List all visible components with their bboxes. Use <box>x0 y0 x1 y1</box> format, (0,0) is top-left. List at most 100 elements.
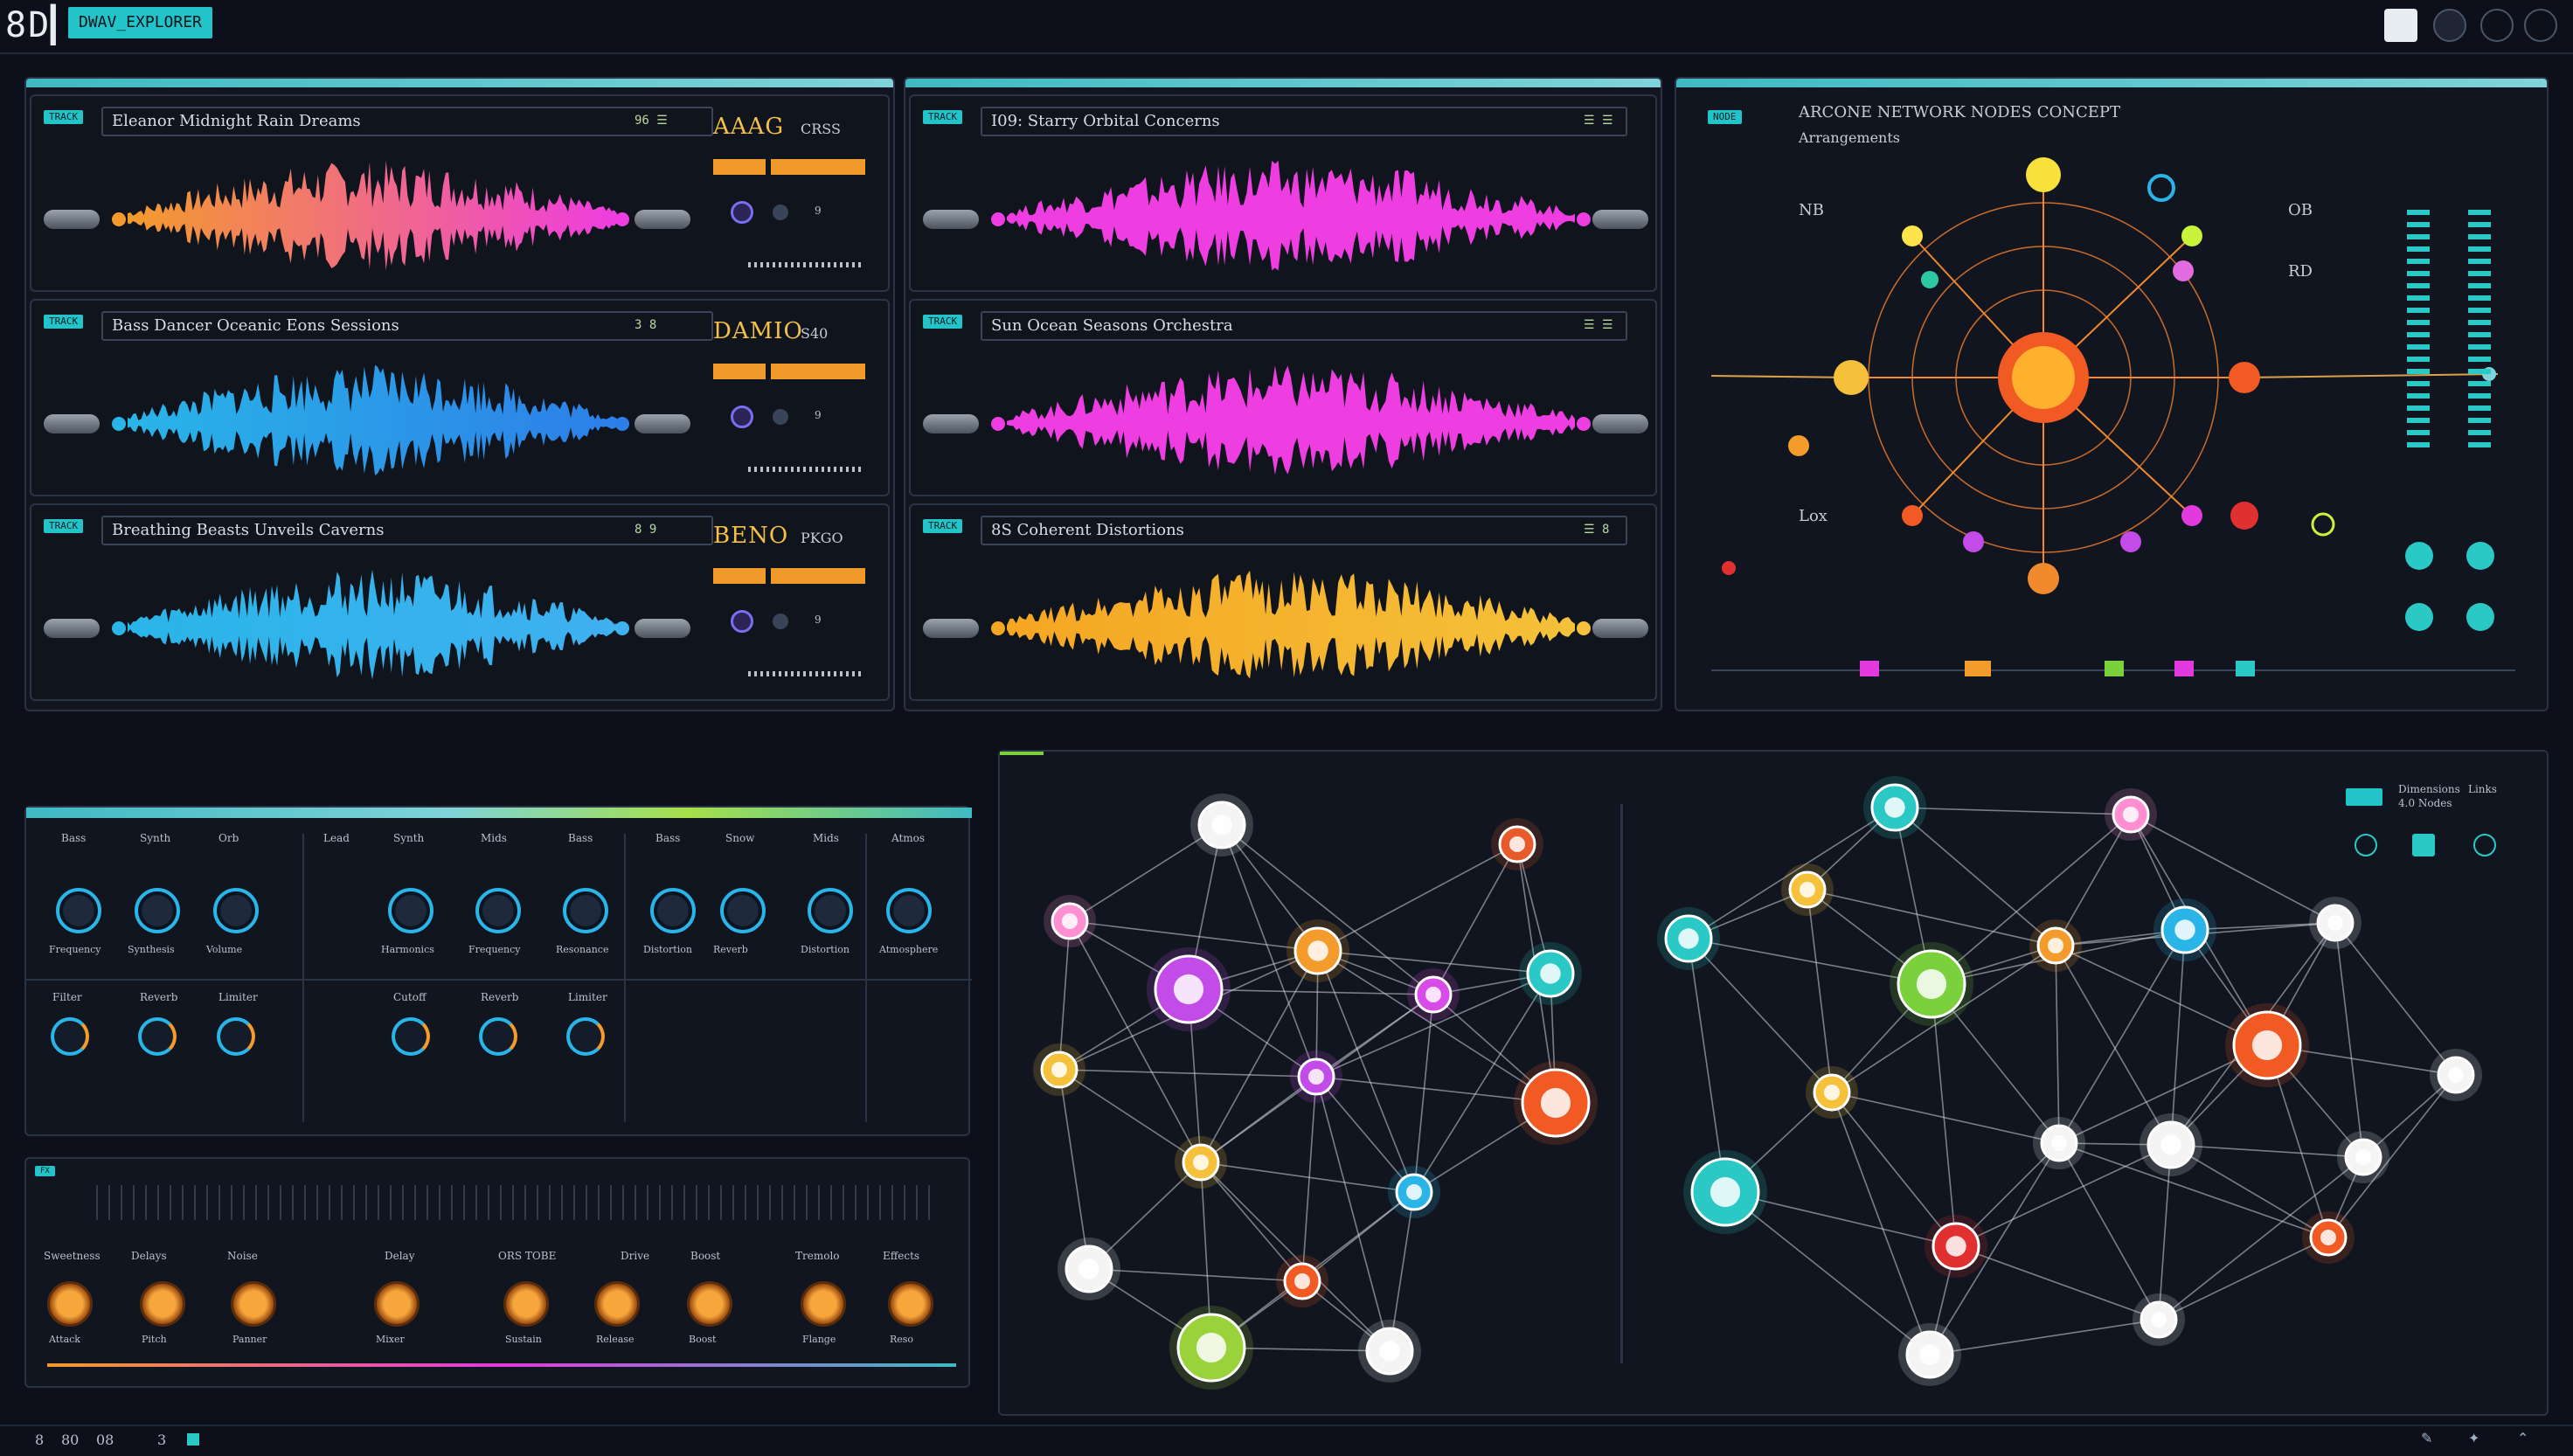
fx-knob[interactable] <box>801 1281 846 1327</box>
track-right-handle[interactable] <box>1592 210 1648 229</box>
track-right-handle[interactable] <box>1592 619 1648 638</box>
track-start-dot <box>991 212 1005 226</box>
track-title[interactable]: Eleanor Midnight Rain Dreams <box>101 107 713 136</box>
orbital-fader-1[interactable] <box>2407 210 2430 454</box>
track-waveform[interactable] <box>128 566 617 689</box>
network-edge <box>1188 988 1434 995</box>
fx-knob[interactable] <box>503 1281 549 1327</box>
network-edge <box>1831 1092 1957 1247</box>
settings-icon[interactable] <box>2480 9 2514 42</box>
timeline-marker-4[interactable] <box>2174 661 2194 676</box>
network-edge <box>1058 920 1071 1071</box>
timeline-marker-2[interactable] <box>1965 661 1991 676</box>
pen-icon[interactable]: ✎ <box>2421 1430 2433 1446</box>
record-icon[interactable] <box>2433 9 2466 42</box>
mixer-row2-header: Reverb <box>140 991 178 1003</box>
track-right-handle[interactable] <box>1592 414 1648 433</box>
track-waveform[interactable] <box>1007 566 1575 689</box>
mixer-knob[interactable] <box>135 888 180 933</box>
fx-knob[interactable] <box>594 1281 640 1327</box>
track-row[interactable]: TRACK Breathing Beasts Unveils Caverns 8… <box>30 503 890 701</box>
network-node-core <box>1379 1341 1400 1362</box>
track-button[interactable] <box>773 409 788 425</box>
fx-knob[interactable] <box>888 1281 933 1327</box>
track-row[interactable]: TRACK Sun Ocean Seasons Orchestra ☰ ☰ <box>909 299 1657 496</box>
mixer-knob[interactable] <box>650 888 696 933</box>
timeline-marker-3[interactable] <box>2105 661 2124 676</box>
timeline-marker-1[interactable] <box>1860 661 1879 676</box>
chevron-up-icon[interactable]: ⌃ <box>2517 1430 2529 1446</box>
fx-knob[interactable] <box>687 1281 732 1327</box>
network-edge <box>1929 1142 2060 1355</box>
track-row[interactable]: TRACK 8S Coherent Distortions ☰ 8 <box>909 503 1657 701</box>
track-tag: TRACK <box>923 110 963 124</box>
mixer-knob[interactable] <box>563 888 608 933</box>
fx-knob[interactable] <box>374 1281 420 1327</box>
network-button-2[interactable] <box>2412 834 2435 856</box>
track-right-handle[interactable] <box>635 210 690 229</box>
track-row[interactable]: TRACK Bass Dancer Oceanic Eons Sessions … <box>30 299 890 496</box>
track-left-handle[interactable] <box>44 210 100 229</box>
track-left-handle[interactable] <box>923 414 979 433</box>
track-title[interactable]: I09: Starry Orbital Concerns <box>981 107 1627 136</box>
mixer-knob[interactable] <box>56 888 101 933</box>
mixer-knob[interactable] <box>388 888 433 933</box>
network-button-1[interactable] <box>2355 834 2377 856</box>
fx-knob-label: Sustain <box>505 1334 542 1345</box>
track-waveform[interactable] <box>128 362 617 484</box>
mixer-knob[interactable] <box>213 888 259 933</box>
network-edge <box>1931 983 1957 1247</box>
timeline-marker-5[interactable] <box>2236 661 2255 676</box>
track-knob[interactable] <box>731 201 753 224</box>
orbital-button-4[interactable] <box>2466 603 2494 631</box>
network-edge <box>1688 938 1932 985</box>
track-left-handle[interactable] <box>44 414 100 433</box>
mixer-knob[interactable] <box>720 888 766 933</box>
mixer-knob[interactable] <box>886 888 932 933</box>
app-title-badge[interactable]: DWAV_EXPLORER <box>68 7 212 38</box>
track-title[interactable]: 8S Coherent Distortions <box>981 516 1627 545</box>
orbital-button-1[interactable] <box>2405 542 2433 570</box>
orbital-button-3[interactable] <box>2405 603 2433 631</box>
fx-knob[interactable] <box>231 1281 276 1327</box>
power-icon[interactable] <box>2524 9 2557 42</box>
status-indicator <box>187 1433 199 1446</box>
track-waveform[interactable] <box>128 157 617 280</box>
mixer-row2-knob[interactable] <box>392 1017 430 1056</box>
track-right-handle[interactable] <box>635 414 690 433</box>
status-item-1: 8 <box>35 1432 45 1448</box>
mixer-knob[interactable] <box>475 888 521 933</box>
track-button[interactable] <box>773 205 788 220</box>
track-title[interactable]: Sun Ocean Seasons Orchestra <box>981 311 1627 341</box>
mixer-knob[interactable] <box>808 888 853 933</box>
network-edge <box>1069 824 1223 922</box>
fx-knob[interactable] <box>140 1281 185 1327</box>
mixer-row2-knob[interactable] <box>138 1017 177 1056</box>
track-knob[interactable] <box>731 610 753 633</box>
fx-knob[interactable] <box>47 1281 93 1327</box>
track-right-handle[interactable] <box>635 619 690 638</box>
track-left-handle[interactable] <box>923 210 979 229</box>
mixer-row2-knob[interactable] <box>479 1017 517 1056</box>
mixer-row2-knob[interactable] <box>566 1017 605 1056</box>
mixer-row2-knob[interactable] <box>51 1017 89 1056</box>
track-row[interactable]: TRACK I09: Starry Orbital Concerns ☰ ☰ <box>909 94 1657 292</box>
track-row[interactable]: TRACK Eleanor Midnight Rain Dreams 96 ☰ … <box>30 94 890 292</box>
track-left-handle[interactable] <box>44 619 100 638</box>
network-node-core <box>1919 1344 1940 1365</box>
track-title[interactable]: Bass Dancer Oceanic Eons Sessions <box>101 311 713 341</box>
network-button-3[interactable] <box>2473 834 2496 856</box>
track-left-handle[interactable] <box>923 619 979 638</box>
orbital-button-2[interactable] <box>2466 542 2494 570</box>
mixer-knob-label: Resonance <box>556 944 609 955</box>
track-waveform[interactable] <box>1007 157 1575 280</box>
track-button[interactable] <box>773 614 788 629</box>
orbital-fader-2[interactable] <box>2468 210 2491 454</box>
fx-label: Delay <box>385 1250 415 1262</box>
track-title[interactable]: Breathing Beasts Unveils Caverns <box>101 516 713 545</box>
mixer-row2-knob[interactable] <box>217 1017 255 1056</box>
pin-icon[interactable]: ✦ <box>2468 1430 2480 1446</box>
screen-icon[interactable] <box>2384 9 2417 42</box>
track-waveform[interactable] <box>1007 362 1575 484</box>
track-knob[interactable] <box>731 406 753 428</box>
